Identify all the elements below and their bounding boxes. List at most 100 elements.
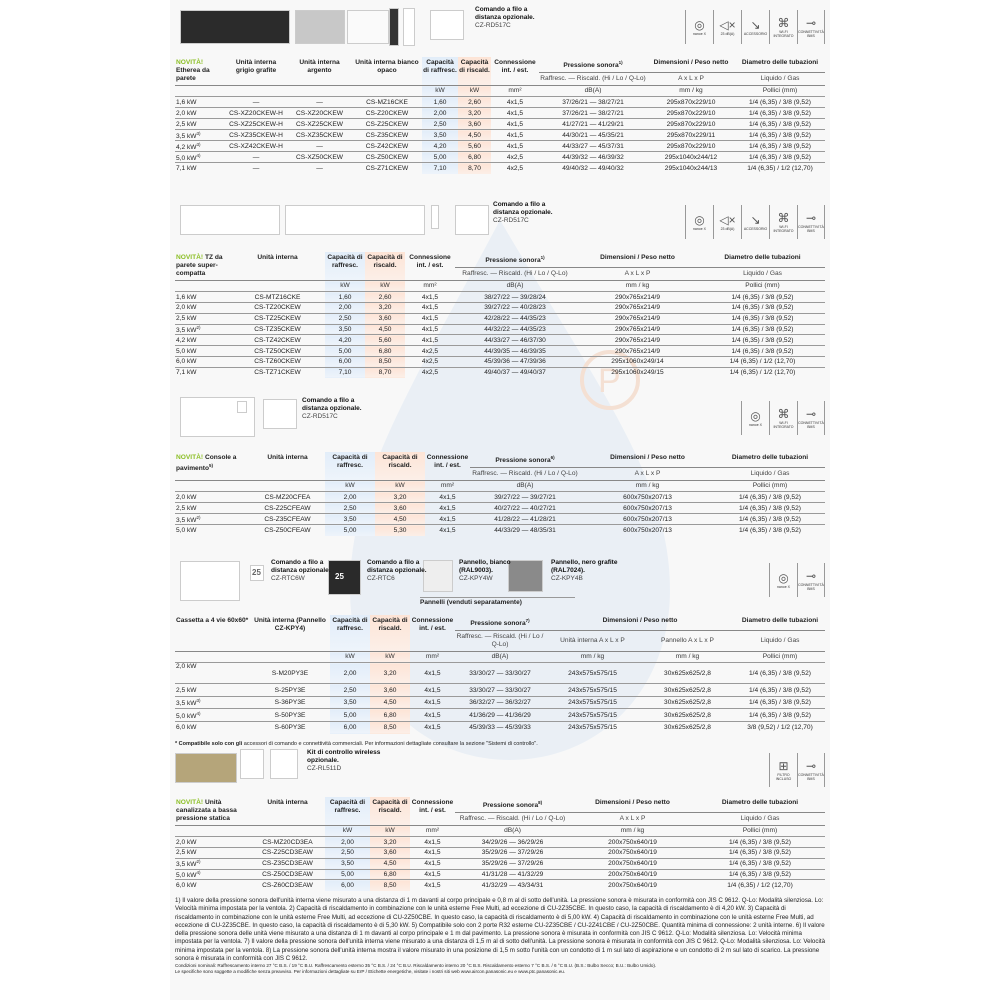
feature-nanoe: ◎ nanoe X	[685, 205, 713, 239]
column-header-text: Capacità di raffresc.	[327, 254, 363, 269]
column-unit: dB(A)	[470, 480, 580, 492]
accessory-title: Comando a filo a distanza opzionale.	[493, 201, 553, 216]
cell-value: —	[316, 142, 323, 150]
table-cell: 5,00	[422, 151, 458, 163]
cell-value: 38/27/22 — 39/28/24	[484, 293, 546, 301]
table-cell: CS-Z25CFEAW	[250, 502, 325, 514]
cell-value: 2,5 kW	[176, 504, 197, 512]
cell-value: 8,50	[378, 358, 392, 366]
feature-db: ◁× 23 dB(A)	[713, 205, 741, 239]
cell-value: 243x575x575/15	[568, 669, 617, 677]
column-header-text: Pressione sonora	[482, 802, 539, 810]
column-header: Connessione int. / est.	[405, 252, 455, 281]
table-cell: 4x1,5	[491, 140, 539, 152]
feature-nanoe: ◎ nanoe X	[769, 563, 797, 597]
product-image	[389, 8, 399, 46]
table-cell: 6,00	[330, 720, 370, 734]
table-cell: 1/4 (6,35) / 3/8 (9,52)	[695, 846, 825, 859]
feature-label: 23 dB(A)	[720, 32, 735, 36]
cell-value: CS-TZ25CKEW	[254, 315, 301, 323]
footnote-ref: 5)	[208, 463, 213, 468]
cell-value: CS-MZ20CFEA	[264, 493, 311, 501]
cell-value: 1/4 (6,35) / 3/8 (9,52)	[739, 493, 801, 501]
cell-value: 35/29/26 — 37/29/26	[481, 860, 544, 868]
cell-value: 3,5 kW	[176, 327, 197, 335]
cell-value: 1/4 (6,35) / 3/8 (9,52)	[731, 336, 794, 344]
cell-value: 8,70	[468, 164, 481, 172]
cell-value: 44/32/22 — 44/35/23	[484, 325, 546, 333]
product-images-row: Comando a filo a distanza opzionale. CZ-R…	[175, 393, 825, 441]
capacity-label: 6,0 kW	[175, 879, 250, 891]
table-cell: 35/29/26 — 37/29/26	[455, 846, 570, 859]
column-unit: kW	[325, 825, 370, 837]
table-cell: 44/33/27 — 46/37/30	[455, 334, 575, 346]
cell-value: 2,50	[433, 120, 447, 128]
column-header-text: Unità interna (Pannello CZ-KPY4)	[254, 617, 326, 632]
cell-value: 35/29/26 — 37/29/26	[481, 849, 544, 857]
table-cell: 41/28/22 — 41/28/21	[470, 513, 580, 525]
accessory-model: CZ-RTC6W	[271, 575, 305, 582]
cell-value: 3,60	[468, 120, 481, 128]
cell-value: 1/4 (6,35) / 3/8 (9,52)	[731, 315, 794, 323]
table-cell: —	[225, 151, 287, 163]
cell-value: 7,10	[338, 369, 352, 377]
cell-value: 1/4 (6,35) / 3/8 (9,52)	[749, 711, 811, 719]
table-cell: 5,00	[325, 345, 365, 357]
table-cell: CS-XZ50CKEW	[287, 151, 352, 163]
product-images-row: Kit di controllo wireless opzionale. CZ-R…	[175, 745, 825, 793]
table-cell: 3,60	[375, 502, 425, 514]
cell-value: 295x1040x244/12	[664, 153, 718, 161]
product-image	[328, 560, 361, 595]
table-cell: 33/30/27 — 33/30/27	[455, 662, 545, 684]
feature-wifi: ⌘ WI-FI INTEGRATO	[769, 205, 797, 239]
column-unit	[287, 85, 352, 97]
table-cell: 1/4 (6,35) / 1/2 (12,70)	[700, 355, 825, 368]
table-row: 2,0 kW CS-TZ20CKEW 2,00 3,20 4x1,5 39/27/22 —…	[175, 301, 825, 314]
table-cell: 4,20	[422, 140, 458, 152]
cell-value: 4,20	[433, 142, 447, 150]
cell-value: 33/30/27 — 33/30/27	[469, 686, 531, 694]
column-header: Capacità di raffresc.	[325, 252, 365, 281]
column-unit: kW	[370, 825, 410, 837]
table-cell: 37/26/21 — 38/27/21	[539, 107, 647, 119]
accessory-caption: Comando a filo a distanza opzionale. CZ-R…	[475, 6, 555, 30]
table-cell: 3,60	[458, 118, 491, 130]
table-cell: 41/32/29 — 43/34/31	[455, 879, 570, 891]
table-cell: CS-Z50CFEAW	[250, 524, 325, 536]
product-image	[285, 205, 425, 235]
table-cell: 243x575x575/15	[545, 708, 640, 722]
column-header-text: Diametro delle tubazioni	[724, 254, 801, 261]
table-row: 3,5 kW3) CS-XZ35CKEW-H CS-XZ35CKEW CS-Z35CK…	[175, 129, 825, 141]
bms-icon: ⊸	[805, 407, 817, 421]
cell-value: 3,20	[378, 304, 392, 312]
unit-cell	[175, 85, 225, 97]
feature-acc: ↘ ACCESSORIO	[741, 10, 769, 44]
table-cell: 30x625x625/2,8	[640, 708, 735, 722]
table-cell: 4,50	[365, 323, 405, 335]
table-cell: 243x575x575/15	[545, 662, 640, 684]
column-unit: mm / kg	[575, 280, 700, 292]
column-unit: dB(A)	[455, 280, 575, 292]
column-header-text: Dimensioni / Peso netto	[653, 59, 729, 66]
cell-value: 49/40/32 — 49/40/32	[562, 164, 624, 172]
cell-value: 4,20	[338, 336, 352, 344]
spec-table-section: NOVITÀ! TZ da parete super-compatta Unità…	[175, 252, 825, 379]
table-cell: 1/4 (6,35) / 1/2 (12,70)	[735, 162, 825, 174]
cell-value: 5,0 kW	[176, 526, 197, 534]
feature-acc: ↘ ACCESSORIO	[741, 205, 769, 239]
column-subheader: Pannello A x L x P	[640, 630, 735, 652]
accessory-title: Comando a filo a distanza opzionale.	[302, 397, 362, 412]
capacity-label: 2,0 kW	[175, 836, 250, 848]
table-cell: 290x765x214/9	[575, 323, 700, 335]
table-cell: S-60PY3E	[250, 720, 330, 734]
table-cell: CS-Z20CKEW	[352, 107, 422, 119]
table-row: 7,1 kW — — CS-Z71CKEW 7,10 8,70 4x2,5 49/40/32 …	[175, 162, 825, 174]
column-header: Unità interna (Pannello CZ-KPY4)	[250, 615, 330, 652]
table-cell: CS-Z71CKEW	[352, 162, 422, 174]
cell-value: 3,50	[433, 131, 447, 139]
cell-value: 4,2 kW	[176, 336, 197, 344]
cell-value: 1/4 (6,35) / 1/2 (12,70)	[747, 164, 813, 172]
accessory-model: CZ-RTC6	[367, 575, 395, 582]
table-cell: 1/4 (6,35) / 1/2 (12,70)	[695, 879, 825, 891]
cell-value: 2,0 kW	[176, 838, 197, 846]
